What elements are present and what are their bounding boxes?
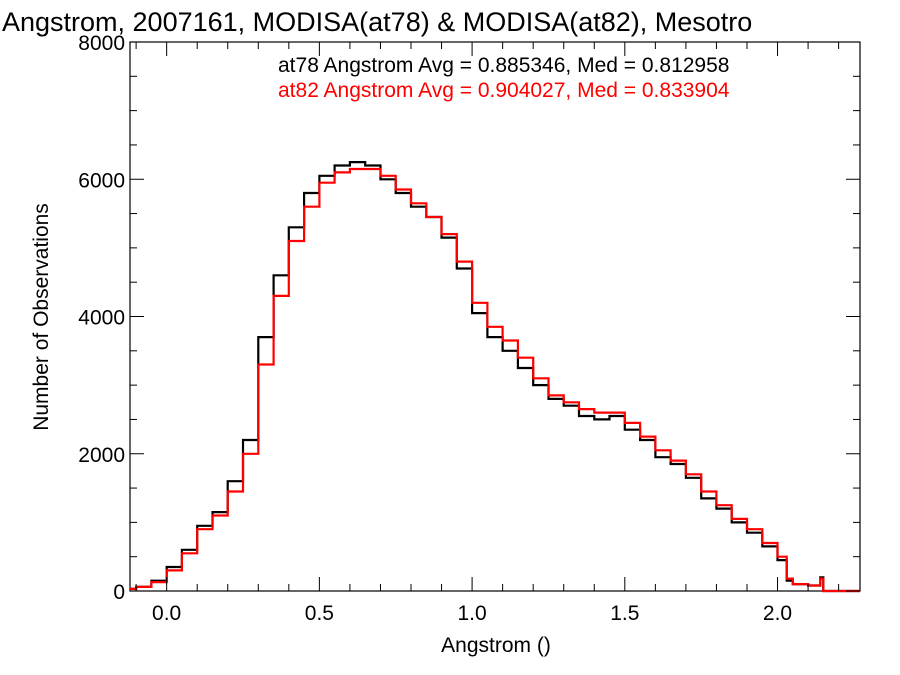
- y-tick-label: 0: [113, 581, 125, 604]
- annotation-1: at82 Angstrom Avg = 0.904027, Med = 0.83…: [278, 79, 730, 102]
- y-tick-label: 4000: [78, 307, 125, 330]
- tick-layer: 0.0 0.5 1.0 1.5 2.0 0 2000 4000 6000 8000: [78, 32, 860, 625]
- x-axis-label: Angstrom (): [441, 634, 551, 657]
- x-tick-label: 2.0: [763, 602, 792, 625]
- series-line-1: [130, 167, 860, 593]
- series-line-0: [130, 161, 860, 593]
- plot-frame: [129, 41, 861, 592]
- y-tick-label: 2000: [78, 444, 125, 467]
- plot-area: 0.0 0.5 1.0 1.5 2.0 0 2000 4000 6000 8000: [78, 32, 861, 625]
- series-layer: [130, 161, 860, 593]
- y-tick-label: 6000: [78, 169, 125, 192]
- y-axis-label: Number of Observations: [30, 203, 53, 431]
- x-tick-label: 1.5: [610, 602, 639, 625]
- x-tick-label: 0.5: [305, 602, 334, 625]
- annotation-0: at78 Angstrom Avg = 0.885346, Med = 0.81…: [278, 54, 729, 77]
- y-tick-label: 8000: [78, 32, 125, 55]
- chart-title: Angstrom, 2007161, MODISA(at78) & MODISA…: [2, 7, 752, 37]
- x-tick-label: 1.0: [457, 602, 486, 625]
- x-tick-label: 0.0: [152, 602, 181, 625]
- annotation-layer: at78 Angstrom Avg = 0.885346, Med = 0.81…: [278, 54, 730, 102]
